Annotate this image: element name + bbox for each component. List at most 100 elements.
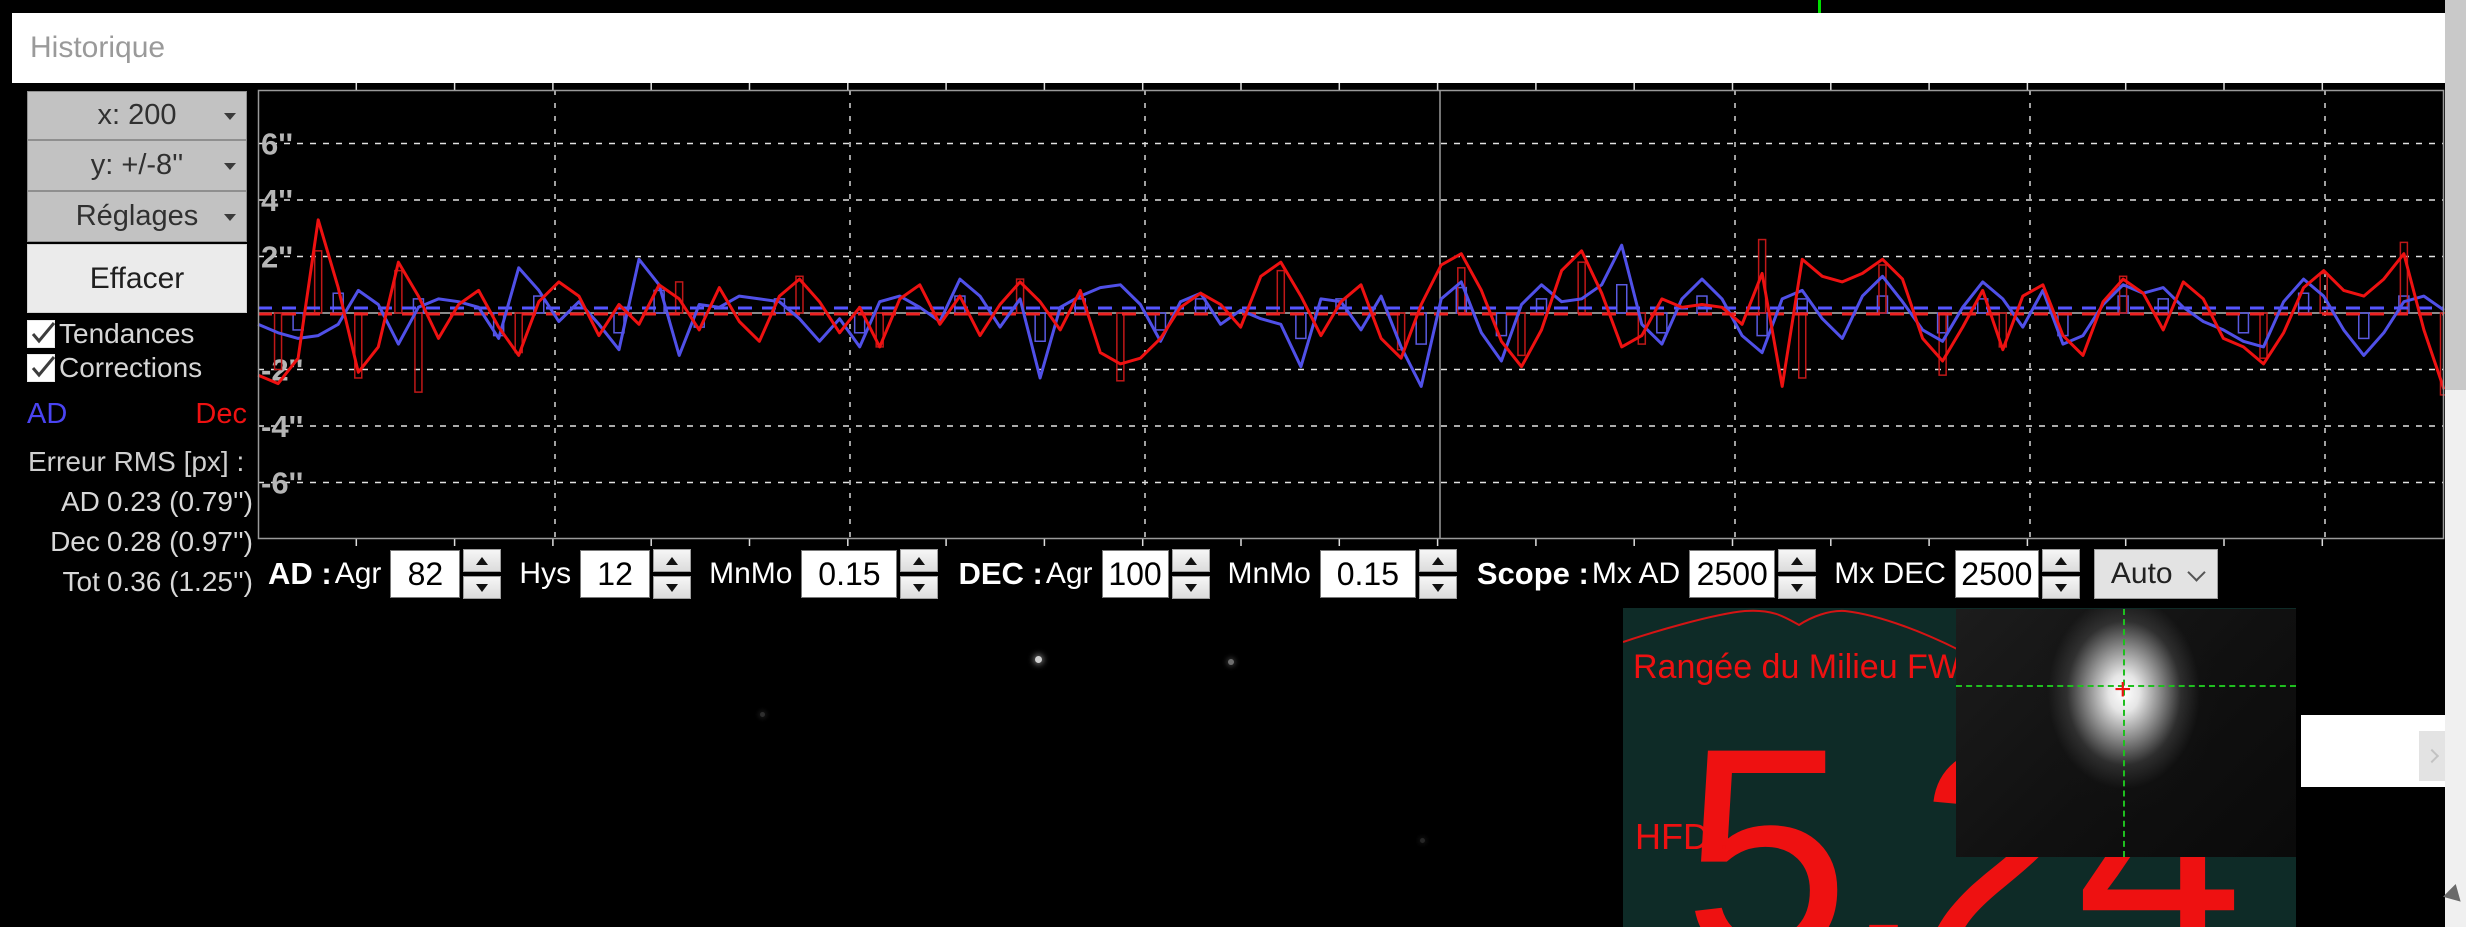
y-scale-dropdown-button[interactable]: y: +/-8'': [27, 140, 247, 191]
svg-text:2'': 2'': [261, 240, 293, 275]
ra-mnmo-label: MnMo: [709, 557, 793, 590]
axis-legend: AD Dec: [27, 398, 247, 431]
dec-minmove-input[interactable]: [1319, 550, 1416, 598]
popup-expand-button[interactable]: [2419, 731, 2445, 781]
spin-up-button[interactable]: [1778, 549, 1817, 572]
dec-minmove-stepper: [1418, 549, 1457, 599]
rms-tot-value: 0.36 (1.25''): [106, 566, 253, 597]
spin-down-button[interactable]: [653, 576, 692, 599]
x-scale-dropdown-button[interactable]: x: 200: [27, 91, 247, 140]
top-green-tick: [1818, 0, 1821, 13]
scrollbar-thumb[interactable]: [2445, 0, 2466, 390]
rms-ra-value: 0.23 (0.79''): [106, 486, 253, 517]
sky-star: [760, 712, 765, 717]
max-ra-duration-input[interactable]: [1689, 550, 1776, 598]
rms-tot-label: Tot: [62, 566, 100, 597]
dec-aggression-input[interactable]: [1101, 550, 1169, 598]
triangle-down-icon: [2054, 583, 2067, 592]
ra-legend-label: AD: [27, 398, 68, 430]
ra-aggression-stepper: [463, 549, 502, 599]
max-ra-label: Mx AD: [1591, 557, 1681, 590]
guide-params-toolbar: AD : Agr Hys MnMo DEC : Agr MnMo: [258, 547, 2218, 601]
max-dec-duration-input[interactable]: [1954, 550, 2039, 598]
chevron-right-icon: [2424, 748, 2440, 764]
dec-guide-mode-dropdown[interactable]: Auto: [2093, 549, 2218, 599]
max-dec-label: Mx DEC: [1834, 557, 1946, 590]
vertical-scrollbar[interactable]: [2445, 0, 2466, 927]
ra-hys-label: Hys: [519, 557, 572, 590]
rms-dec-row: Dec 0.28 (0.97''): [0, 526, 253, 558]
spin-down-button[interactable]: [1171, 576, 1210, 599]
fwhm-trend-curve: [1623, 609, 1964, 653]
spin-down-button[interactable]: [2041, 576, 2080, 599]
fwhm-title: Rangée du Milieu FWHM: [1633, 648, 2013, 686]
rms-header: Erreur RMS [px] :: [28, 446, 245, 477]
corrections-checkbox-row[interactable]: Corrections: [27, 352, 202, 384]
spin-down-button[interactable]: [1778, 576, 1817, 599]
ra-hysteresis-input[interactable]: [580, 550, 651, 598]
spin-up-button[interactable]: [1171, 549, 1210, 572]
triangle-up-icon: [913, 556, 926, 565]
rms-dec-label: Dec: [50, 526, 100, 557]
notification-popup: [2301, 715, 2445, 787]
spin-up-button[interactable]: [653, 549, 692, 572]
triangle-up-icon: [1791, 556, 1804, 565]
rms-ra-row: AD 0.23 (0.79''): [0, 486, 253, 518]
spin-down-button[interactable]: [900, 576, 939, 599]
spin-up-button[interactable]: [1418, 549, 1457, 572]
corrections-checkbox-label: Corrections: [59, 352, 203, 383]
spin-up-button[interactable]: [900, 549, 939, 572]
triangle-up-icon: [1431, 556, 1444, 565]
crosshair-horizontal-icon: [1956, 685, 2296, 687]
ra-aggression-input[interactable]: [390, 550, 461, 598]
rms-tot-row: Tot 0.36 (1.25''): [0, 566, 253, 598]
settings-label: Réglages: [75, 200, 199, 232]
svg-text:4'': 4'': [261, 183, 293, 218]
dec-aggression-stepper: [1171, 549, 1210, 599]
guiding-graph: 6''4''2''-2''-4''-6'': [257, 83, 2449, 546]
triangle-up-icon: [1184, 556, 1197, 565]
ra-agr-label: Agr: [334, 557, 382, 590]
check-icon: [31, 322, 56, 344]
settings-dropdown-button[interactable]: Réglages: [27, 191, 247, 242]
triangle-down-icon: [476, 583, 489, 592]
dec-guide-mode-value: Auto: [2110, 557, 2173, 590]
chevron-down-icon: [224, 213, 236, 221]
trend-checkbox-row[interactable]: Tendances: [27, 318, 194, 350]
spin-up-button[interactable]: [463, 549, 502, 572]
corrections-checkbox[interactable]: [27, 354, 56, 382]
triangle-down-icon: [666, 583, 679, 592]
guide-star-image[interactable]: +: [1956, 609, 2296, 857]
rms-ra-label: AD: [60, 486, 100, 517]
dec-group-label: DEC :: [958, 556, 1043, 591]
triangle-up-icon: [476, 556, 489, 565]
sky-star: [1228, 659, 1234, 665]
max-dec-stepper: [2041, 549, 2080, 599]
max-ra-stepper: [1778, 549, 1817, 599]
chevron-down-icon: [224, 162, 236, 170]
triangle-up-icon: [2054, 556, 2067, 565]
ra-minmove-stepper: [900, 549, 939, 599]
spin-down-button[interactable]: [463, 576, 502, 599]
dec-legend-label: Dec: [195, 398, 247, 430]
clear-label: Effacer: [89, 261, 185, 295]
history-select[interactable]: Historique: [12, 13, 2445, 83]
triangle-down-icon: [1431, 583, 1444, 592]
spin-down-button[interactable]: [1418, 576, 1457, 599]
dec-mnmo-label: MnMo: [1227, 557, 1311, 590]
trend-checkbox[interactable]: [27, 320, 56, 348]
ra-hysteresis-stepper: [653, 549, 692, 599]
scope-group-label: Scope :: [1476, 556, 1589, 591]
chevron-down-icon: [224, 112, 236, 120]
rms-dec-value: 0.28 (0.97''): [106, 526, 253, 557]
spin-up-button[interactable]: [2041, 549, 2080, 572]
hfd-label: HFD :: [1635, 816, 1729, 857]
check-icon: [31, 356, 56, 378]
ra-minmove-input[interactable]: [801, 550, 898, 598]
triangle-down-icon: [913, 583, 926, 592]
sky-star: [1035, 656, 1042, 663]
star-centroid-marker-icon: +: [2114, 673, 2132, 706]
clear-button[interactable]: Effacer: [27, 244, 247, 313]
svg-text:6'': 6'': [261, 127, 293, 162]
